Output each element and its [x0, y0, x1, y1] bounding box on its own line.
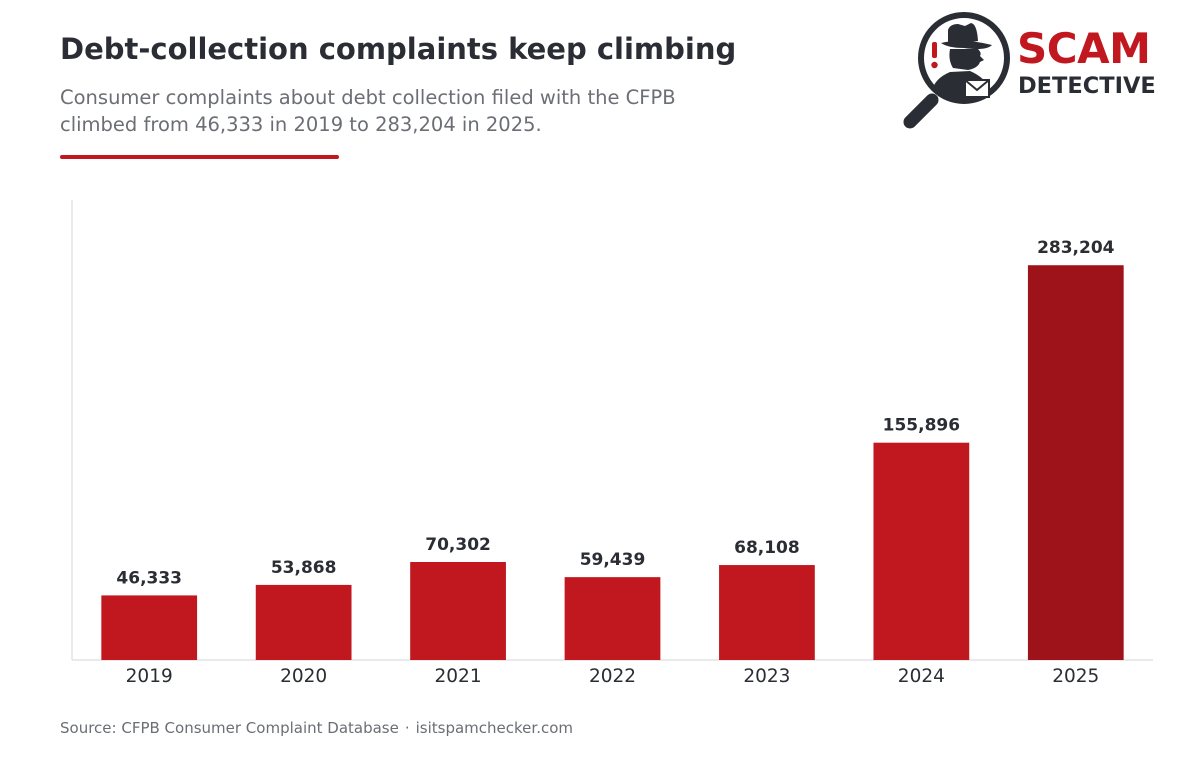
bar-2020 — [255, 584, 352, 660]
bar-2024 — [873, 442, 970, 660]
bar-2022 — [564, 577, 661, 660]
x-tick-label-2025: 2025 — [1052, 666, 1099, 687]
source-separator: · — [404, 719, 410, 737]
x-tick-label-2024: 2024 — [898, 666, 945, 687]
x-tick-label-2021: 2021 — [435, 666, 482, 687]
page-title: Debt-collection complaints keep climbing — [60, 32, 737, 66]
source-note: Source: CFPB Consumer Complaint Database… — [60, 719, 573, 737]
brand-name-detective: DETECTIVE — [1018, 73, 1156, 99]
x-tick-label-2019: 2019 — [126, 666, 173, 687]
data-label-2019: 46,333 — [116, 568, 182, 588]
x-tick-label-2022: 2022 — [589, 666, 636, 687]
bar-2023 — [719, 565, 815, 660]
data-label-2025: 283,204 — [1037, 238, 1115, 258]
bars-group: 46,333 2019 53,868 2020 70,302 2021 59,439 2022… — [101, 238, 1124, 687]
source-text: Source: CFPB Consumer Complaint Database — [60, 719, 399, 737]
data-label-2021: 70,302 — [425, 535, 491, 555]
brand-name-scam: SCAM — [1017, 24, 1151, 73]
title-accent-rule — [60, 155, 339, 159]
x-tick-label-2023: 2023 — [743, 666, 790, 687]
data-label-2023: 68,108 — [734, 538, 800, 558]
bar-2019 — [101, 595, 198, 660]
subtitle: Consumer complaints about debt collectio… — [60, 84, 760, 138]
brand-logo: SCAM DETECTIVE — [898, 8, 1162, 132]
x-tick-label-2020: 2020 — [280, 666, 327, 687]
detective-magnifier-icon — [903, 12, 1010, 129]
bar-chart: 46,333 2019 53,868 2020 70,302 2021 59,439 2022… — [71, 200, 1153, 687]
data-label-2022: 59,439 — [580, 550, 646, 570]
data-label-2024: 155,896 — [883, 416, 960, 436]
bar-2021 — [410, 562, 506, 660]
data-label-2020: 53,868 — [271, 558, 337, 578]
subtitle-line-1: Consumer complaints about debt collectio… — [60, 86, 676, 109]
bar-2025 — [1027, 265, 1124, 660]
subtitle-line-2: climbed from 46,333 in 2019 to 283,204 i… — [60, 113, 542, 136]
source-site: isitspamchecker.com — [415, 719, 574, 737]
